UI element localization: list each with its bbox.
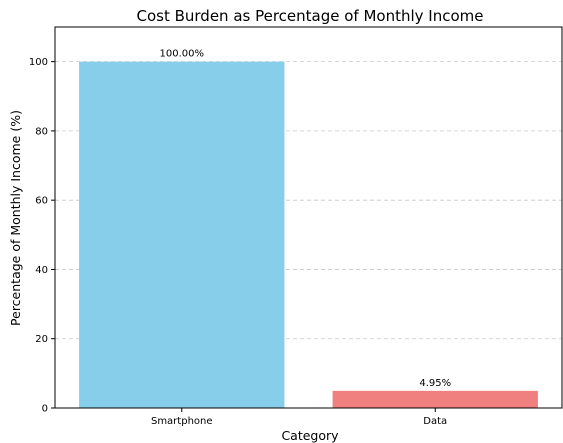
chart-title: Cost Burden as Percentage of Monthly Inc… — [136, 7, 483, 25]
y-tick-label: 40 — [35, 265, 48, 276]
y-tick-label: 60 — [35, 196, 48, 207]
bar-value-label: 100.00% — [160, 49, 205, 60]
x-tick-label: Smartphone — [151, 416, 213, 427]
bar — [332, 390, 538, 408]
x-tick-label: Data — [423, 416, 447, 427]
y-axis-ticks: 0 20 40 60 80 100 — [29, 57, 55, 415]
x-axis-ticks: Smartphone Data — [151, 408, 447, 427]
y-tick-label: 100 — [29, 57, 48, 68]
plot-frame — [54, 26, 563, 409]
bar-value-label: 4.95% — [419, 378, 451, 389]
value-labels: 100.00% 4.95% — [160, 49, 452, 389]
x-axis-label: Category — [281, 428, 339, 443]
y-axis-label: Percentage of Monthly Income (%) — [8, 110, 23, 326]
bar — [79, 61, 285, 409]
bars — [79, 61, 538, 409]
y-tick-label: 80 — [35, 126, 48, 137]
y-tick-label: 20 — [35, 334, 48, 345]
y-tick-label: 0 — [42, 404, 48, 415]
